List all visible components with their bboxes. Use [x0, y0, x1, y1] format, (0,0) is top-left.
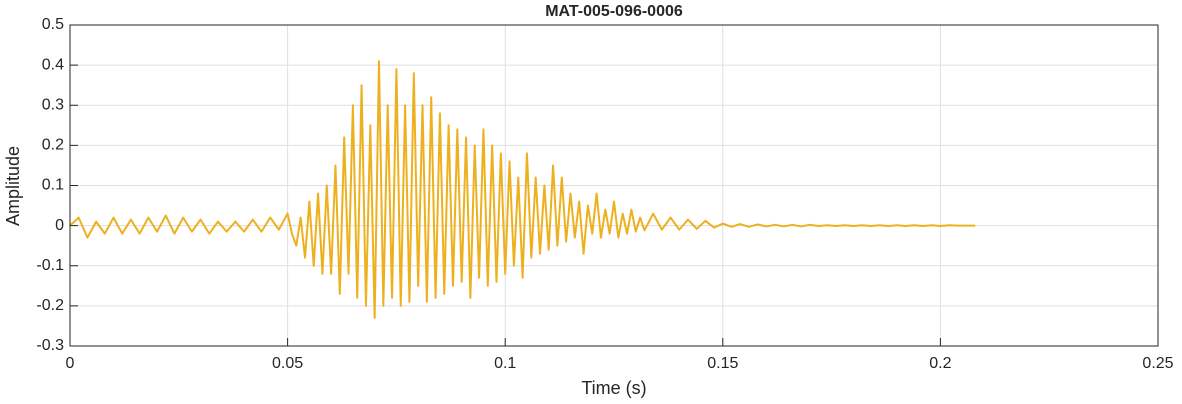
x-tick-label: 0.15: [707, 355, 738, 372]
x-tick-label: 0.25: [1142, 355, 1173, 372]
chart-title: MAT-005-096-0006: [545, 3, 683, 20]
x-tick-label: 0.1: [494, 355, 516, 372]
y-tick-label: -0.3: [36, 337, 64, 354]
x-axis-label: Time (s): [581, 378, 646, 398]
x-tick-label: 0.05: [272, 355, 303, 372]
y-tick-label: 0.5: [42, 16, 64, 33]
y-tick-label: 0.4: [42, 56, 64, 73]
x-tick-label: 0.2: [929, 355, 951, 372]
y-tick-label: 0.2: [42, 137, 64, 154]
labels: -0.3 -0.2 -0.1 0 0.1 0.2 0.3 0.4 0.5 0 0.05 0.1 0.15…: [36, 16, 1173, 372]
y-axis-label: Amplitude: [3, 146, 23, 226]
y-tick-label: 0.1: [42, 177, 64, 194]
y-tick-label: -0.2: [36, 297, 64, 314]
y-tick-label: 0.3: [42, 96, 64, 113]
line-series: [69, 60, 976, 319]
y-tick-label: 0: [55, 217, 64, 234]
x-tick-label: 0: [66, 355, 75, 372]
y-tick-label: -0.1: [36, 257, 64, 274]
plot: [69, 60, 976, 319]
